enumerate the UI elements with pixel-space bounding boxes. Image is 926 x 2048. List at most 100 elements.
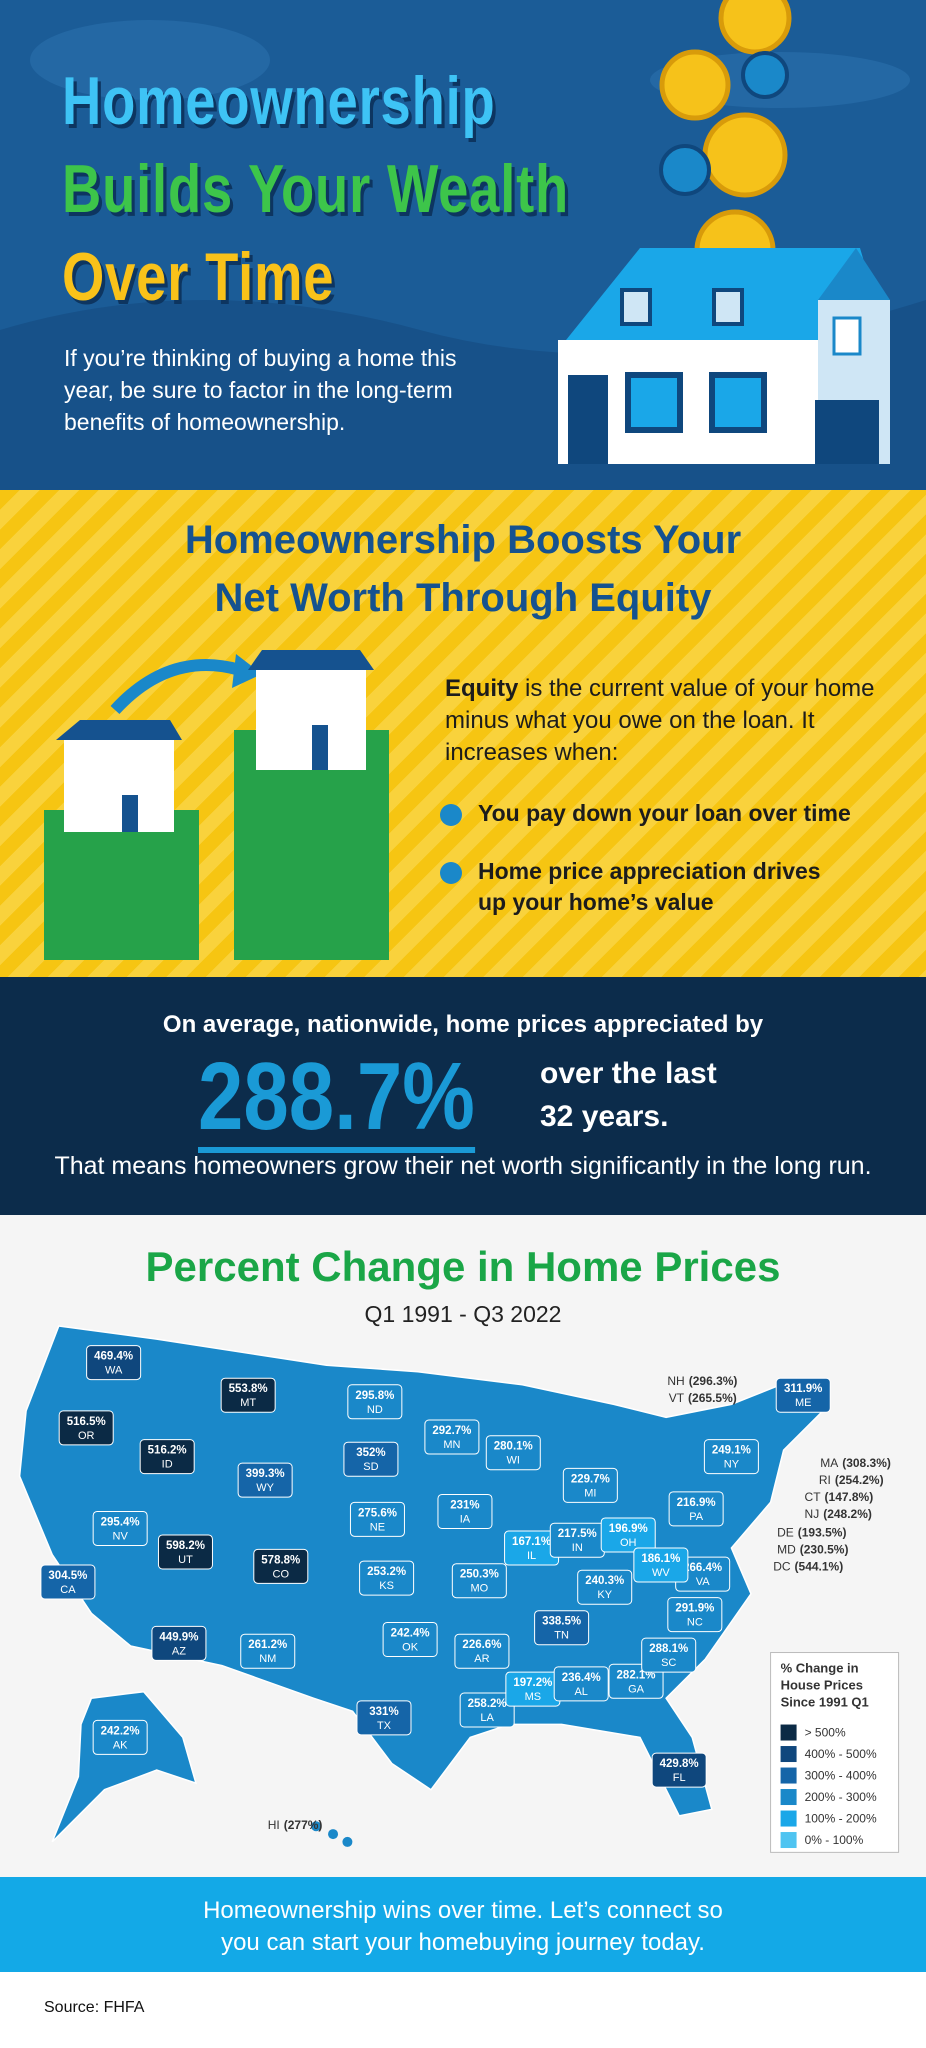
state-abbr: UT (178, 1554, 193, 1566)
state-tile (157, 1534, 213, 1570)
legend-label: 200% - 300% (805, 1790, 877, 1804)
state-tile (454, 1633, 510, 1669)
state-tile (139, 1439, 195, 1475)
state-value: 242.4% (391, 1627, 430, 1639)
state-abbr: MT (240, 1397, 256, 1409)
callout-abbr: VT (669, 1391, 685, 1405)
bullet: You pay down your loan over time (478, 800, 851, 826)
stat-intro: On average, nationwide, home prices appr… (162, 1011, 764, 1038)
subtitle: If you’re thinking of buying a home this… (64, 345, 457, 435)
state-tile (608, 1663, 664, 1699)
state-value: 292.7% (432, 1425, 471, 1437)
state-value: 250.3% (460, 1569, 499, 1581)
source: Source: FHFA (44, 1999, 145, 2016)
state-tile (343, 1441, 399, 1477)
map-section: Percent Change in Home Prices Q1 1991 - … (0, 1215, 926, 1877)
callout-abbr: CT (805, 1490, 822, 1504)
state-abbr: NV (113, 1530, 129, 1542)
heading-line: Net Worth Through Equity (214, 576, 712, 620)
period-line: 32 years. (540, 1100, 669, 1133)
state-abbr: SD (363, 1461, 378, 1473)
cta-line: Homeownership wins over time. Let’s conn… (203, 1897, 723, 1924)
state-abbr: GA (628, 1683, 645, 1695)
legend-title: House Prices (781, 1678, 863, 1693)
callout: VT (265.5%) (669, 1391, 737, 1405)
state-abbr: IN (572, 1542, 583, 1554)
state-abbr: WV (652, 1567, 670, 1579)
callout-value: (254.2%) (835, 1473, 884, 1487)
callout-value: (308.3%) (842, 1456, 891, 1470)
state-tile (459, 1692, 515, 1728)
state-abbr: NY (724, 1459, 740, 1471)
legend-swatch (780, 1789, 797, 1806)
state-value: 304.5% (48, 1570, 87, 1582)
state-tile (633, 1547, 689, 1583)
arrow (110, 659, 242, 715)
callout-value: (147.8%) (825, 1490, 874, 1504)
callout-value: (296.3%) (689, 1374, 738, 1388)
state-tile (424, 1419, 480, 1455)
state-value: 429.8% (660, 1758, 699, 1770)
state-tile (40, 1564, 96, 1600)
header-art (0, 0, 926, 490)
header: Homeownership Builds Your Wealth Over Ti… (0, 0, 926, 490)
state-abbr: IA (460, 1513, 471, 1525)
title-line: Homeownership (62, 63, 496, 139)
state-value: 240.3% (585, 1575, 624, 1587)
callout: NJ (248.2%) (805, 1507, 872, 1521)
state-value: 295.8% (355, 1390, 394, 1402)
state-abbr: AK (113, 1739, 128, 1751)
callout-abbr: NJ (805, 1507, 820, 1521)
small-house (56, 720, 182, 832)
state-value: 553.8% (229, 1383, 268, 1395)
state-tile (151, 1625, 207, 1661)
state-tile (775, 1377, 831, 1413)
state-abbr: TN (554, 1630, 569, 1642)
state-abbr: AL (574, 1686, 587, 1698)
state-value: 266.4% (683, 1562, 722, 1574)
state-abbr: PA (689, 1511, 704, 1523)
callout: MD (230.5%) (777, 1542, 848, 1556)
state-value: 291.9% (675, 1603, 714, 1615)
state-tile (240, 1633, 296, 1669)
state-tile (668, 1491, 724, 1527)
house (558, 248, 890, 464)
state-tile (703, 1439, 759, 1475)
callout-abbr: DC (773, 1559, 791, 1573)
state-tile (356, 1700, 412, 1736)
state-tile (651, 1752, 707, 1788)
title-line: Builds Your Wealth (62, 151, 570, 227)
callout: DE (193.5%) (777, 1525, 846, 1539)
legend-label: 300% - 400% (805, 1769, 877, 1783)
callout: HI (277%) (268, 1818, 323, 1832)
state-tile (349, 1501, 405, 1537)
callout-value: (193.5%) (798, 1525, 847, 1539)
state-tile (220, 1377, 276, 1413)
callout-value: (248.2%) (823, 1507, 872, 1521)
legend-swatch (780, 1810, 797, 1827)
callout-abbr: MA (820, 1456, 838, 1470)
state-abbr: KY (597, 1589, 612, 1601)
bullet-dot (440, 862, 462, 884)
state-value: 249.1% (712, 1445, 751, 1457)
state-tile (534, 1610, 590, 1646)
state-abbr: MI (584, 1487, 596, 1499)
legend-swatch (780, 1746, 797, 1763)
state-tile (237, 1462, 293, 1498)
state-value: 280.1% (494, 1441, 533, 1453)
state-value: 469.4% (94, 1351, 133, 1363)
state-abbr: OH (620, 1537, 637, 1549)
state-tile (577, 1569, 633, 1605)
state-value: 275.6% (358, 1507, 397, 1519)
map-title: Percent Change in Home Prices (145, 1243, 781, 1290)
state-abbr: VA (696, 1576, 711, 1588)
state-abbr: CO (273, 1568, 290, 1580)
big-house (248, 650, 374, 770)
state-tile (600, 1517, 656, 1553)
legend-label: 400% - 500% (805, 1747, 877, 1761)
cta-line: you can start your homebuying journey to… (221, 1929, 705, 1956)
state-value: 338.5% (542, 1616, 581, 1628)
legend-title: Since 1991 Q1 (781, 1695, 869, 1710)
state-abbr: TX (377, 1720, 392, 1732)
